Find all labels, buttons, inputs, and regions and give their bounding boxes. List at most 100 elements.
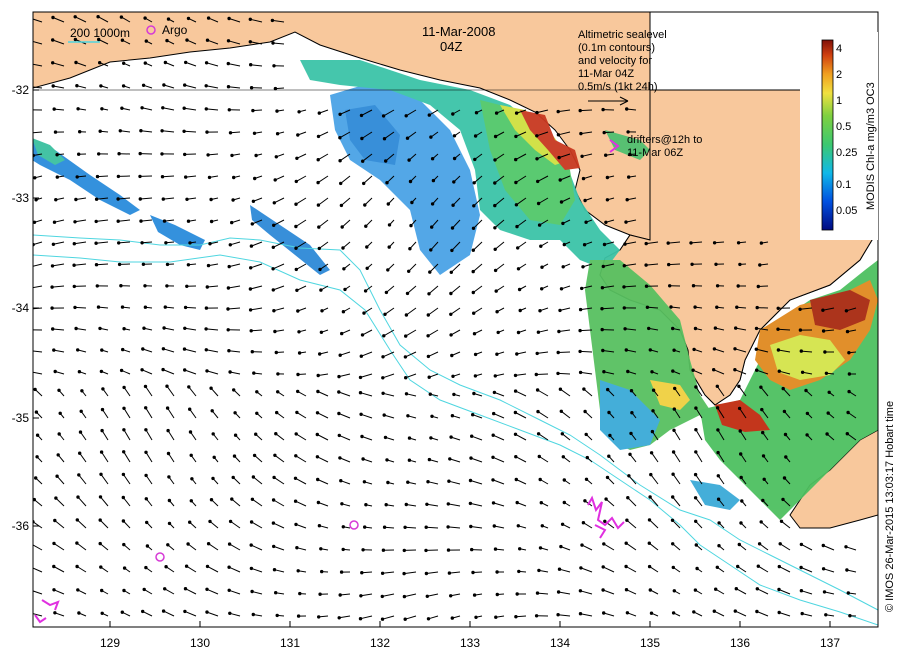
velocity-arrow <box>450 307 461 315</box>
velocity-arrow <box>53 566 65 573</box>
velocity-arrow-head <box>515 592 519 596</box>
velocity-arrow-head <box>141 262 146 266</box>
velocity-arrow-head <box>120 106 124 110</box>
velocity-arrow-head <box>296 614 301 618</box>
colorbar-tick-label: 0.1 <box>836 179 851 191</box>
velocity-arrow-head <box>404 392 409 396</box>
velocity-arrow-head <box>472 332 477 336</box>
velocity-arrow-head <box>271 288 275 292</box>
velocity-arrow-head <box>386 480 390 485</box>
velocity-arrow <box>539 456 549 463</box>
velocity-arrow <box>448 526 461 529</box>
velocity-arrow-head <box>120 305 125 309</box>
velocity-arrow-head <box>781 497 785 502</box>
velocity-arrow <box>581 285 593 289</box>
velocity-arrow <box>53 85 65 89</box>
velocity-arrow <box>77 496 87 507</box>
velocity-arrow-head <box>35 433 40 437</box>
velocity-arrow-head <box>72 284 77 289</box>
velocity-arrow-head <box>381 355 385 359</box>
lat-label: -32 <box>12 83 30 97</box>
velocity-arrow-head <box>648 588 652 592</box>
velocity-arrow-head <box>823 350 827 354</box>
velocity-arrow-head <box>405 291 410 296</box>
velocity-arrow-head <box>625 198 629 202</box>
velocity-arrow <box>494 153 505 161</box>
velocity-arrow-head <box>382 334 386 338</box>
velocity-arrow <box>360 373 373 378</box>
velocity-arrow <box>800 307 813 310</box>
velocity-arrow-head <box>625 107 629 111</box>
velocity-arrow <box>673 451 681 463</box>
velocity-arrow-head <box>715 284 720 288</box>
velocity-arrow <box>450 263 461 273</box>
velocity-arrow-head <box>761 454 766 458</box>
velocity-arrow-head <box>340 502 344 506</box>
velocity-arrow <box>274 197 285 204</box>
velocity-arrow-head <box>94 241 98 245</box>
velocity-arrow <box>123 387 131 397</box>
velocity-arrow <box>472 241 483 251</box>
velocity-arrow-head <box>581 176 586 181</box>
velocity-arrow <box>295 477 307 485</box>
velocity-arrow-head <box>645 305 650 309</box>
velocity-arrow-head <box>848 614 852 618</box>
velocity-arrow-head <box>536 179 540 184</box>
velocity-arrow-head <box>824 613 828 617</box>
velocity-arrow <box>206 62 219 67</box>
velocity-arrow <box>250 18 263 23</box>
velocity-arrow <box>185 306 197 309</box>
velocity-arrow-head <box>756 564 760 568</box>
velocity-arrow-head <box>712 241 717 245</box>
velocity-arrow <box>96 219 109 222</box>
velocity-arrow-head <box>514 134 518 139</box>
velocity-arrow-head <box>167 475 171 479</box>
velocity-arrow-head <box>184 175 188 179</box>
velocity-arrow-head <box>362 181 366 186</box>
velocity-arrow <box>74 219 87 223</box>
velocity-arrow-head <box>428 270 432 274</box>
velocity-arrow-head <box>561 265 565 269</box>
velocity-arrow <box>317 434 329 441</box>
velocity-arrow <box>295 433 307 441</box>
velocity-arrow-head <box>76 495 80 499</box>
velocity-arrow-head <box>402 594 407 599</box>
velocity-arrow <box>184 107 197 111</box>
velocity-arrow-head <box>403 525 407 529</box>
velocity-arrow-head <box>143 384 148 389</box>
velocity-arrow <box>560 388 571 397</box>
velocity-arrow-head <box>338 136 342 140</box>
velocity-arrow <box>515 433 527 441</box>
velocity-arrow <box>361 436 373 441</box>
velocity-arrow-head <box>738 262 742 267</box>
velocity-arrow-head <box>759 241 764 245</box>
velocity-arrow-head <box>671 369 675 373</box>
velocity-arrow-head <box>407 436 412 440</box>
velocity-arrow-head <box>50 285 54 289</box>
velocity-arrow <box>206 85 219 89</box>
velocity-arrow-head <box>471 248 475 252</box>
velocity-arrow-head <box>122 588 126 593</box>
velocity-arrow-head <box>404 313 409 317</box>
velocity-arrow-head <box>692 610 696 614</box>
velocity-arrow-head <box>117 152 121 156</box>
colorbar-tick-label: 2 <box>836 69 842 81</box>
velocity-arrow-head <box>515 352 519 356</box>
velocity-arrow <box>384 131 395 140</box>
velocity-arrow-head <box>141 83 146 88</box>
velocity-arrow-head <box>581 265 585 269</box>
velocity-arrow-head <box>339 570 344 574</box>
velocity-arrow-head <box>226 286 231 290</box>
velocity-arrow-head <box>624 348 628 352</box>
velocity-arrow-head <box>359 113 364 118</box>
drifters-note-line: drifters@12h to <box>627 134 702 146</box>
velocity-arrow <box>695 407 703 419</box>
velocity-arrow-head <box>183 152 187 157</box>
velocity-arrow-head <box>450 353 454 358</box>
velocity-arrow <box>273 522 285 529</box>
velocity-arrow-head <box>182 106 186 110</box>
velocity-arrow-head <box>404 376 408 380</box>
velocity-arrow <box>515 412 527 419</box>
velocity-arrow-head <box>98 518 102 522</box>
velocity-arrow <box>537 389 549 397</box>
